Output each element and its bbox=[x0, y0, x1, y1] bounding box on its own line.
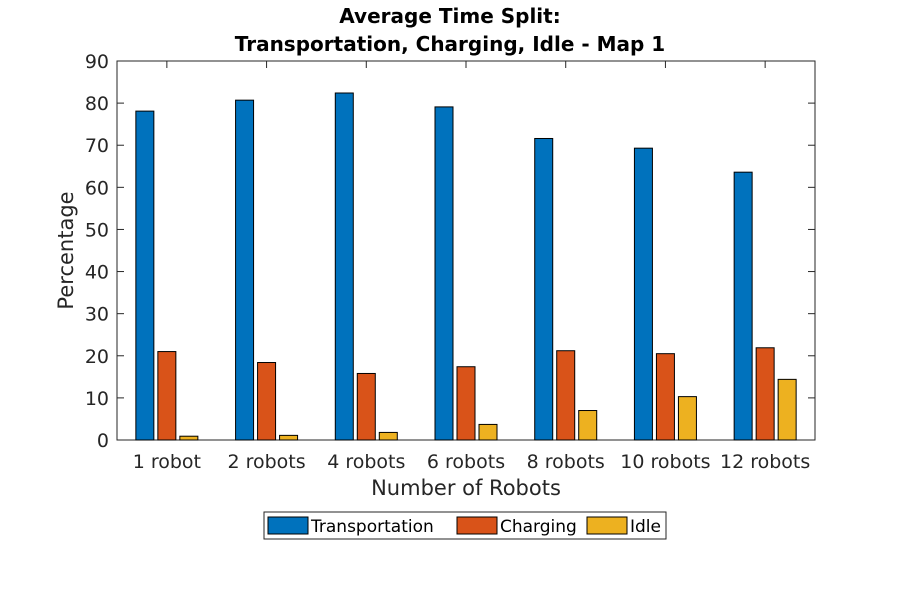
y-tick-label: 30 bbox=[85, 304, 109, 326]
x-axis-label: Number of Robots bbox=[371, 476, 561, 500]
y-tick-label: 60 bbox=[85, 177, 109, 199]
x-tick-label: 2 robots bbox=[227, 451, 305, 473]
legend-label-idle: Idle bbox=[630, 517, 661, 537]
bar-transportation bbox=[434, 106, 454, 441]
y-axis-label: Percentage bbox=[54, 191, 78, 309]
bar-transportation bbox=[633, 147, 653, 441]
bar-idle bbox=[478, 423, 498, 441]
bar-idle bbox=[279, 434, 299, 441]
bar-transportation bbox=[534, 137, 554, 441]
x-tick-label: 8 robots bbox=[527, 451, 605, 473]
bar-idle bbox=[777, 378, 797, 441]
y-tick-label: 0 bbox=[97, 430, 109, 452]
legend-swatch-idle bbox=[586, 516, 628, 535]
x-tick-label: 10 robots bbox=[620, 451, 710, 473]
bar-transportation bbox=[334, 92, 354, 441]
bar-charging bbox=[755, 347, 775, 441]
bar-transportation bbox=[135, 110, 155, 441]
y-tick-label: 80 bbox=[85, 93, 109, 115]
legend-swatch-transportation bbox=[267, 516, 309, 535]
y-tick-label: 50 bbox=[85, 219, 109, 241]
bar-charging bbox=[556, 350, 576, 441]
x-tick-label: 1 robot bbox=[133, 451, 201, 473]
x-tick-label: 12 robots bbox=[720, 451, 810, 473]
y-tick-label: 70 bbox=[85, 135, 109, 157]
x-tick-label: 6 robots bbox=[427, 451, 505, 473]
y-tick-label: 10 bbox=[85, 388, 109, 410]
chart-title-line-1: Average Time Split: bbox=[339, 4, 561, 28]
bar-idle bbox=[378, 431, 398, 441]
bar-idle bbox=[179, 435, 199, 441]
bar-charging bbox=[456, 366, 476, 441]
bar-charging bbox=[356, 372, 376, 441]
bar-charging bbox=[655, 353, 675, 441]
bar-idle bbox=[677, 396, 697, 441]
bar-charging bbox=[157, 351, 177, 441]
bar-idle bbox=[578, 410, 598, 441]
bar-transportation bbox=[235, 99, 255, 441]
y-tick-label: 90 bbox=[85, 51, 109, 73]
y-tick-label: 40 bbox=[85, 262, 109, 284]
bar-transportation bbox=[733, 171, 753, 441]
chart-title-line-2: Transportation, Charging, Idle - Map 1 bbox=[234, 32, 666, 56]
bar-charging bbox=[257, 362, 277, 441]
y-tick-label: 20 bbox=[85, 346, 109, 368]
legend-label-transportation: Transportation bbox=[310, 517, 434, 537]
legend-swatch-charging bbox=[456, 516, 498, 535]
x-tick-label: 4 robots bbox=[327, 451, 405, 473]
legend-label-charging: Charging bbox=[500, 517, 577, 537]
